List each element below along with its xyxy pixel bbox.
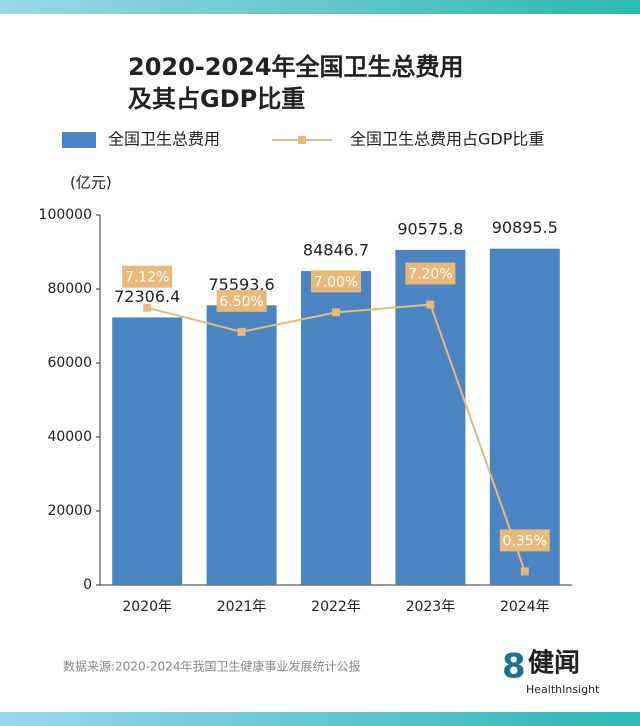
y-axis-label: (亿元) [70,174,112,192]
legend-swatch [298,136,306,144]
bar [395,249,466,585]
line-marker [143,303,152,312]
line-value-label: 6.50% [219,294,263,310]
line-value-label: 7.12% [125,270,169,286]
bar-value-label: 90575.8 [397,219,463,238]
chart-title: 2020-2024年全国卫生总费用 [128,53,464,81]
source: 数据来源:2020-2024年我国卫生健康事业发展统计公报 [63,659,360,674]
y-tick-label: 60000 [47,355,92,371]
y-tick-label: 80000 [47,281,92,297]
x-tick-label: 2022年 [311,599,361,615]
bottom-strip [0,712,640,726]
line-value-label: 7.00% [314,274,358,290]
line-value-label: 0.35% [503,533,547,549]
bar-value-label: 75593.6 [209,275,275,294]
y-tick-label: 100000 [39,207,92,223]
bar [206,305,277,585]
bar [301,271,371,585]
value-label-box [216,289,267,312]
legend-label: 全国卫生总费用 [108,130,220,149]
logo-mark: 8 [502,647,526,687]
y-tick-label: 40000 [47,429,92,445]
line-marker [520,567,529,576]
logo-name: 健闻 [528,649,580,679]
y-tick-label: 0 [83,577,92,593]
y-tick-label: 20000 [47,503,92,519]
x-tick-label: 2024年 [500,599,550,615]
bar-value-label: 84846.7 [303,241,369,260]
x-tick-label: 2021年 [217,599,267,615]
value-label-box [122,265,173,288]
x-tick-label: 2020年 [122,599,172,615]
bar [112,317,183,585]
line-value-label: 7.20% [408,267,452,283]
value-label-box [311,270,361,293]
line-marker [237,327,246,336]
x-tick-label: 2023年 [406,599,456,615]
bar [489,248,560,585]
bar-value-label: 72306.4 [114,287,180,306]
logo-sub: HealthInsight [526,683,600,696]
line-marker [426,300,435,309]
legend-swatch [62,132,96,148]
chart-title: 及其占GDP比重 [128,85,305,113]
value-label-box [499,529,550,552]
legend-label: 全国卫生总费用占GDP比重 [350,130,544,149]
bar-value-label: 90895.5 [492,218,558,237]
line-marker [332,308,340,317]
top-strip [0,0,640,14]
value-label-box [405,262,456,285]
